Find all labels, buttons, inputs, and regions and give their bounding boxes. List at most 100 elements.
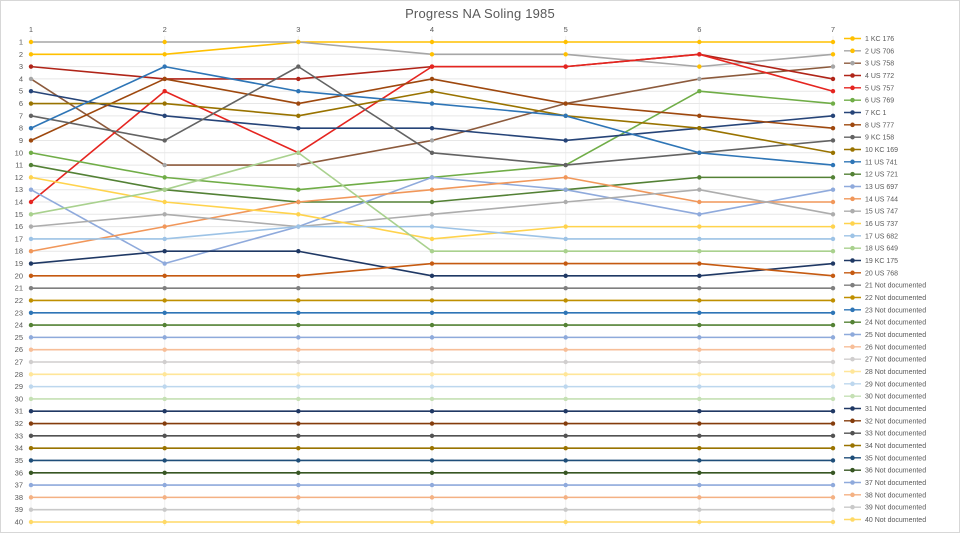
data-point-marker [697, 458, 702, 463]
data-point-marker [28, 519, 34, 525]
legend-item-12: 12 US 721 [844, 172, 898, 179]
data-point-marker [28, 212, 34, 217]
data-point-marker [28, 482, 34, 488]
legend-label: 25 Not documented [865, 332, 926, 339]
data-point-marker [162, 89, 167, 94]
legend-item-23: 23 Not documented [844, 307, 926, 314]
x-axis-label: 5 [564, 25, 568, 34]
data-point-marker [28, 433, 34, 439]
data-point-marker [563, 409, 568, 414]
legend-label: 24 Not documented [865, 320, 926, 327]
data-point-marker [28, 199, 34, 205]
data-point-marker [28, 285, 34, 291]
legend-item-22: 22 Not documented [844, 295, 926, 302]
data-point-marker [296, 445, 301, 451]
y-axis-label: 16 [15, 222, 23, 231]
data-point-marker [28, 372, 34, 377]
series-21 [28, 285, 836, 291]
data-point-marker [28, 113, 34, 119]
legend-marker-icon [850, 393, 855, 399]
data-point-marker [162, 384, 167, 389]
legend-label: 3 US 758 [865, 61, 894, 68]
data-point-marker [429, 384, 435, 389]
y-axis-label: 25 [15, 333, 23, 342]
series-22 [28, 298, 836, 303]
data-point-marker [830, 482, 836, 488]
legend-item-39: 39 Not documented [844, 505, 926, 512]
data-point-marker [162, 273, 167, 279]
legend: 1 KC 176 2 US 706 3 US 758 4 US 772 5 US 757… [844, 36, 926, 524]
data-point-marker [296, 458, 301, 463]
y-axis-label: 23 [15, 308, 23, 317]
data-point-marker [830, 470, 836, 475]
legend-item-30: 30 Not documented [844, 394, 926, 401]
series-29 [28, 384, 836, 389]
legend-marker-icon [850, 233, 855, 239]
legend-item-8: 8 US 777 [844, 122, 894, 129]
data-point-marker [697, 212, 702, 217]
data-point-marker [830, 310, 836, 315]
data-point-marker [429, 261, 435, 266]
data-point-marker [830, 372, 836, 377]
legend-marker-icon [850, 504, 855, 510]
data-point-marker [296, 298, 301, 303]
series-37 [28, 482, 836, 488]
legend-item-33: 33 Not documented [844, 431, 926, 438]
legend-item-5: 5 US 757 [844, 85, 894, 92]
data-point-marker [830, 89, 836, 94]
data-point-marker [563, 273, 568, 279]
legend-item-4: 4 US 772 [844, 73, 894, 80]
legend-item-16: 16 US 737 [844, 221, 898, 228]
legend-item-9: 9 KC 158 [844, 135, 894, 142]
series-25 [28, 335, 836, 340]
data-point-marker [296, 101, 301, 106]
data-point-marker [563, 175, 568, 180]
data-point-marker [28, 347, 34, 352]
y-axis-label: 33 [15, 431, 23, 440]
x-axis-label: 1 [29, 25, 33, 34]
legend-label: 4 US 772 [865, 73, 894, 80]
data-point-marker [830, 507, 836, 512]
data-point-marker [830, 224, 836, 229]
data-point-marker [429, 285, 435, 291]
data-point-marker [162, 507, 167, 512]
data-point-marker [697, 445, 702, 451]
data-point-marker [563, 359, 568, 365]
data-point-marker [697, 273, 702, 279]
y-axis-labels: 1234567891011121314151617181920212223242… [15, 38, 23, 527]
data-point-marker [697, 113, 702, 119]
data-point-marker [563, 396, 568, 402]
y-axis-label: 29 [15, 382, 23, 391]
y-axis-label: 27 [15, 358, 23, 367]
legend-label: 7 KC 1 [865, 110, 887, 117]
legend-marker-icon [850, 282, 855, 288]
data-point-marker [697, 470, 702, 475]
legend-marker-icon [850, 295, 855, 300]
legend-item-29: 29 Not documented [844, 381, 926, 388]
legend-marker-icon [850, 307, 855, 313]
data-point-marker [162, 347, 167, 352]
series-28 [28, 372, 836, 377]
data-point-marker [162, 396, 167, 402]
data-point-marker [28, 261, 34, 266]
data-point-marker [296, 285, 301, 291]
series-38 [28, 495, 836, 500]
legend-marker-icon [850, 418, 855, 424]
data-point-marker [28, 224, 34, 229]
series-20 [28, 261, 836, 279]
data-point-marker [830, 113, 836, 119]
legend-label: 14 US 744 [865, 196, 898, 203]
data-point-marker [429, 507, 435, 512]
data-point-marker [830, 76, 836, 82]
legend-marker-icon [850, 258, 855, 263]
data-point-marker [28, 445, 34, 451]
data-point-marker [563, 310, 568, 315]
y-axis-label: 37 [15, 481, 23, 490]
legend-item-34: 34 Not documented [844, 443, 926, 450]
legend-marker-icon [850, 245, 855, 251]
data-point-marker [162, 249, 167, 254]
legend-label: 37 Not documented [865, 480, 926, 487]
legend-label: 2 US 706 [865, 48, 894, 55]
data-point-marker [563, 421, 568, 426]
